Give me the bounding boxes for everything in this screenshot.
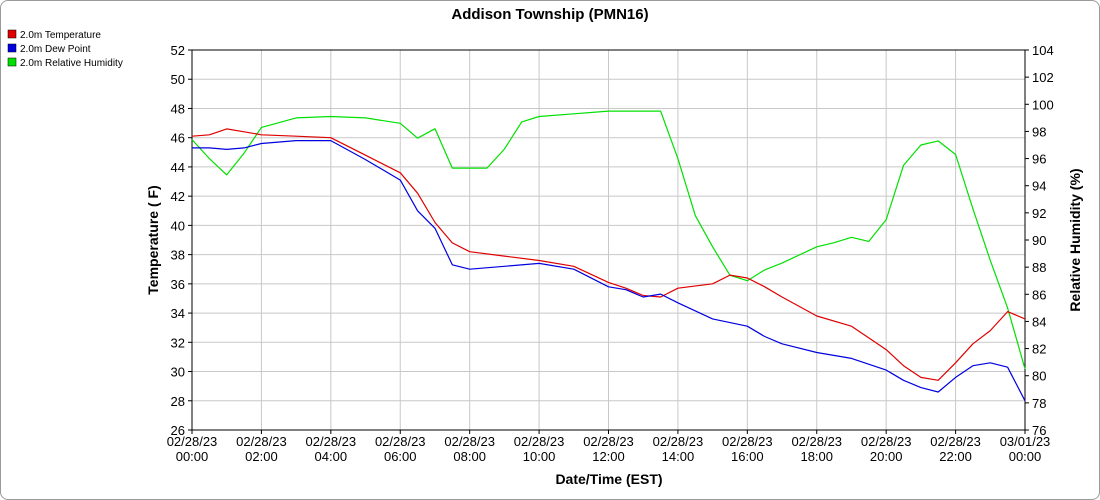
y2-tick-label: 88 <box>1032 260 1046 275</box>
legend-swatch-relative-humidity <box>7 57 17 67</box>
y-tick-label: 34 <box>171 306 185 321</box>
x-tick-time: 04:00 <box>315 449 348 464</box>
y-tick-label: 48 <box>171 101 185 116</box>
legend-item-relative-humidity: 2.0m Relative Humidity <box>7 57 123 69</box>
y2-tick-label: 92 <box>1032 206 1046 221</box>
x-tick-time: 16:00 <box>731 449 764 464</box>
x-tick-time: 00:00 <box>1009 449 1042 464</box>
y-tick-label: 52 <box>171 43 185 58</box>
x-tick-date: 02/28/23 <box>861 434 912 449</box>
x-axis: 02/28/2300:0002/28/2302:0002/28/2304:000… <box>167 430 1051 464</box>
x-tick-date: 02/28/23 <box>722 434 773 449</box>
x-tick-date: 02/28/23 <box>653 434 704 449</box>
x-tick-date: 02/28/23 <box>306 434 357 449</box>
x-tick-date: 02/28/23 <box>236 434 287 449</box>
y-tick-label: 32 <box>171 335 185 350</box>
x-tick-date: 03/01/23 <box>1000 434 1051 449</box>
y-tick-label: 38 <box>171 248 185 263</box>
y2-tick-label: 80 <box>1032 369 1046 384</box>
x-tick-date: 02/28/23 <box>791 434 842 449</box>
series-line-relative-humidity <box>191 110 1026 370</box>
y2-tick-label: 104 <box>1032 43 1054 58</box>
x-tick-time: 12:00 <box>592 449 625 464</box>
x-tick-time: 00:00 <box>176 449 209 464</box>
y2-tick-label: 100 <box>1032 97 1054 112</box>
legend-item-dew-point: 2.0m Dew Point <box>7 43 91 55</box>
x-tick-time: 10:00 <box>523 449 556 464</box>
x-tick-time: 20:00 <box>870 449 903 464</box>
y2-tick-label: 76 <box>1032 423 1046 438</box>
y2-tick-label: 102 <box>1032 70 1054 85</box>
legend-swatch-dew-point <box>7 43 17 53</box>
y2-tick-label: 82 <box>1032 342 1046 357</box>
y2-tick-label: 78 <box>1032 396 1046 411</box>
y-axis-left: 26 28 30 32 34 36 38 40 42 44 46 48 50 52 <box>171 43 192 438</box>
y-tick-label: 28 <box>171 394 185 409</box>
y-axis-title: Temperature ( F) <box>145 185 161 294</box>
legend-item-temperature: 2.0m Temperature <box>7 29 101 41</box>
y-tick-label: 26 <box>171 423 185 438</box>
series-line-temperature <box>191 128 1026 381</box>
legend-label-temperature: 2.0m Temperature <box>20 30 101 41</box>
x-tick-time: 06:00 <box>384 449 417 464</box>
x-tick-time: 18:00 <box>800 449 833 464</box>
y-tick-label: 42 <box>171 189 185 204</box>
x-tick-date: 02/28/23 <box>514 434 565 449</box>
legend-swatch-temperature <box>7 29 17 39</box>
legend-label-relative-humidity: 2.0m Relative Humidity <box>20 58 123 69</box>
y-tick-label: 36 <box>171 277 185 292</box>
y2-tick-label: 94 <box>1032 179 1046 194</box>
y-axis-right: 76 78 80 82 84 86 88 90 92 94 96 98 100 102 104 <box>1025 43 1054 438</box>
x-tick-time: 22:00 <box>939 449 972 464</box>
y2-tick-label: 90 <box>1032 233 1046 248</box>
series-line-dew-point <box>192 140 1026 402</box>
x-tick-time: 14:00 <box>662 449 695 464</box>
y2-axis-title: Relative Humidity (%) <box>1067 168 1083 311</box>
y-tick-label: 50 <box>171 72 185 87</box>
x-tick-time: 02:00 <box>245 449 278 464</box>
x-tick-date: 02/28/23 <box>444 434 495 449</box>
y2-tick-label: 96 <box>1032 152 1046 167</box>
y2-tick-label: 86 <box>1032 287 1046 302</box>
x-tick-date: 02/28/23 <box>167 434 218 449</box>
grid <box>192 50 1025 430</box>
y-tick-label: 40 <box>171 218 185 233</box>
y-tick-label: 30 <box>171 365 185 380</box>
series-group <box>191 110 1026 402</box>
y2-tick-label: 98 <box>1032 124 1046 139</box>
x-tick-time: 08:00 <box>453 449 486 464</box>
x-axis-title: Date/Time (EST) <box>555 471 662 487</box>
y-tick-label: 44 <box>171 160 185 175</box>
chart-title: Addison Township (PMN16) <box>451 6 648 23</box>
x-tick-date: 02/28/23 <box>375 434 426 449</box>
x-tick-date: 02/28/23 <box>583 434 634 449</box>
x-tick-date: 02/28/23 <box>930 434 981 449</box>
legend-label-dew-point: 2.0m Dew Point <box>20 44 91 55</box>
legend: 2.0m Temperature 2.0m Dew Point 2.0m Rel… <box>7 29 123 69</box>
y-tick-label: 46 <box>171 131 185 146</box>
y2-tick-label: 84 <box>1032 314 1046 329</box>
